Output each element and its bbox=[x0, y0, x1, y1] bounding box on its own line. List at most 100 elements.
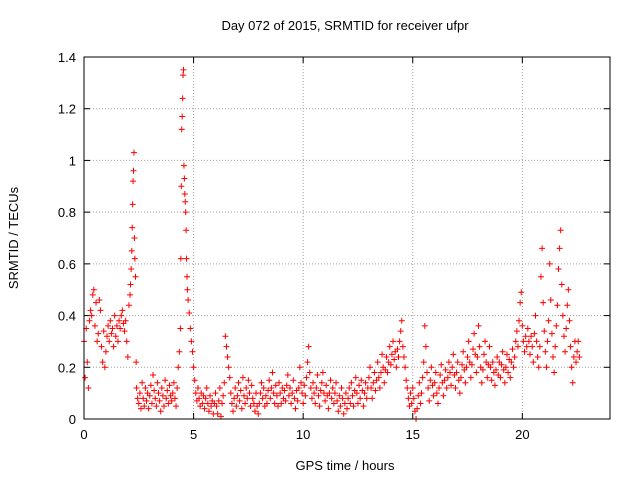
data-point bbox=[325, 405, 332, 412]
data-point bbox=[545, 317, 552, 324]
data-point bbox=[338, 384, 345, 391]
data-point bbox=[390, 338, 397, 345]
data-point bbox=[539, 245, 546, 252]
data-point bbox=[187, 325, 194, 332]
data-point bbox=[236, 397, 243, 404]
data-point bbox=[239, 374, 246, 381]
data-point bbox=[575, 338, 582, 345]
data-point bbox=[230, 408, 237, 415]
data-point bbox=[465, 338, 472, 345]
x-tick-label: 0 bbox=[80, 427, 87, 442]
data-point bbox=[370, 379, 377, 386]
data-point bbox=[516, 317, 523, 324]
data-point bbox=[249, 395, 256, 402]
data-point bbox=[510, 364, 517, 371]
data-point bbox=[227, 390, 234, 397]
data-point bbox=[536, 343, 543, 350]
data-point bbox=[431, 379, 438, 386]
data-point bbox=[255, 410, 262, 417]
x-tick-label: 10 bbox=[296, 427, 310, 442]
data-point bbox=[452, 384, 459, 391]
data-point bbox=[184, 273, 191, 280]
data-point bbox=[552, 343, 559, 350]
data-point bbox=[88, 312, 95, 319]
data-point bbox=[518, 289, 525, 296]
data-point bbox=[289, 390, 296, 397]
y-tick-label: 0.8 bbox=[58, 205, 76, 220]
data-point bbox=[194, 384, 201, 391]
data-point bbox=[388, 351, 395, 358]
data-point bbox=[376, 384, 383, 391]
data-point bbox=[503, 351, 510, 358]
data-point bbox=[514, 343, 521, 350]
data-point bbox=[564, 302, 571, 309]
data-point bbox=[444, 374, 451, 381]
data-point bbox=[428, 364, 435, 371]
data-point bbox=[554, 302, 561, 309]
data-point bbox=[282, 397, 289, 404]
data-point bbox=[140, 395, 147, 402]
data-point bbox=[462, 379, 469, 386]
data-point bbox=[133, 359, 140, 366]
data-point bbox=[285, 392, 292, 399]
data-point bbox=[509, 346, 516, 353]
data-point bbox=[123, 338, 130, 345]
data-point bbox=[281, 387, 288, 394]
data-point bbox=[423, 369, 430, 376]
data-point bbox=[384, 369, 391, 376]
data-point bbox=[330, 400, 337, 407]
data-point bbox=[308, 395, 315, 402]
data-point bbox=[131, 235, 138, 241]
data-point bbox=[317, 387, 324, 394]
data-point bbox=[363, 395, 370, 402]
data-point bbox=[414, 405, 421, 412]
data-point bbox=[383, 353, 390, 360]
data-point bbox=[319, 369, 326, 376]
data-point bbox=[132, 273, 139, 280]
y-axis-label: SRMTID / TECUs bbox=[6, 186, 21, 289]
data-point bbox=[418, 390, 425, 397]
data-point bbox=[258, 379, 265, 386]
data-point bbox=[403, 377, 410, 384]
data-point bbox=[265, 387, 272, 394]
data-point bbox=[454, 359, 461, 366]
data-point bbox=[353, 390, 360, 397]
data-point bbox=[300, 400, 307, 407]
data-point bbox=[540, 299, 547, 306]
data-point bbox=[136, 390, 143, 397]
data-point bbox=[127, 281, 134, 288]
data-point bbox=[342, 390, 349, 397]
data-point bbox=[150, 372, 157, 379]
data-point bbox=[243, 384, 250, 391]
data-point bbox=[470, 346, 477, 353]
data-point bbox=[394, 346, 401, 353]
data-point bbox=[274, 403, 281, 410]
data-point bbox=[109, 325, 116, 332]
data-point bbox=[278, 400, 285, 407]
data-point bbox=[251, 408, 258, 415]
data-point bbox=[528, 333, 535, 340]
data-point bbox=[372, 387, 379, 394]
data-point bbox=[320, 390, 327, 397]
data-point bbox=[434, 400, 441, 407]
data-point bbox=[391, 356, 398, 363]
data-point bbox=[566, 317, 573, 324]
data-point bbox=[99, 359, 106, 366]
y-tick-label: 0.6 bbox=[58, 257, 76, 272]
data-point bbox=[409, 384, 416, 391]
data-point bbox=[349, 392, 356, 399]
data-point bbox=[348, 379, 355, 386]
data-point bbox=[358, 377, 365, 384]
data-point bbox=[155, 390, 162, 397]
data-point bbox=[147, 382, 154, 389]
data-point bbox=[85, 384, 92, 391]
data-point bbox=[133, 384, 140, 391]
data-point bbox=[527, 351, 534, 358]
data-point bbox=[86, 317, 93, 324]
data-point bbox=[295, 384, 302, 391]
data-point bbox=[245, 377, 252, 384]
data-point bbox=[128, 247, 135, 254]
data-point bbox=[93, 299, 100, 306]
data-point bbox=[421, 322, 428, 329]
y-tick-label: 1 bbox=[69, 153, 76, 168]
